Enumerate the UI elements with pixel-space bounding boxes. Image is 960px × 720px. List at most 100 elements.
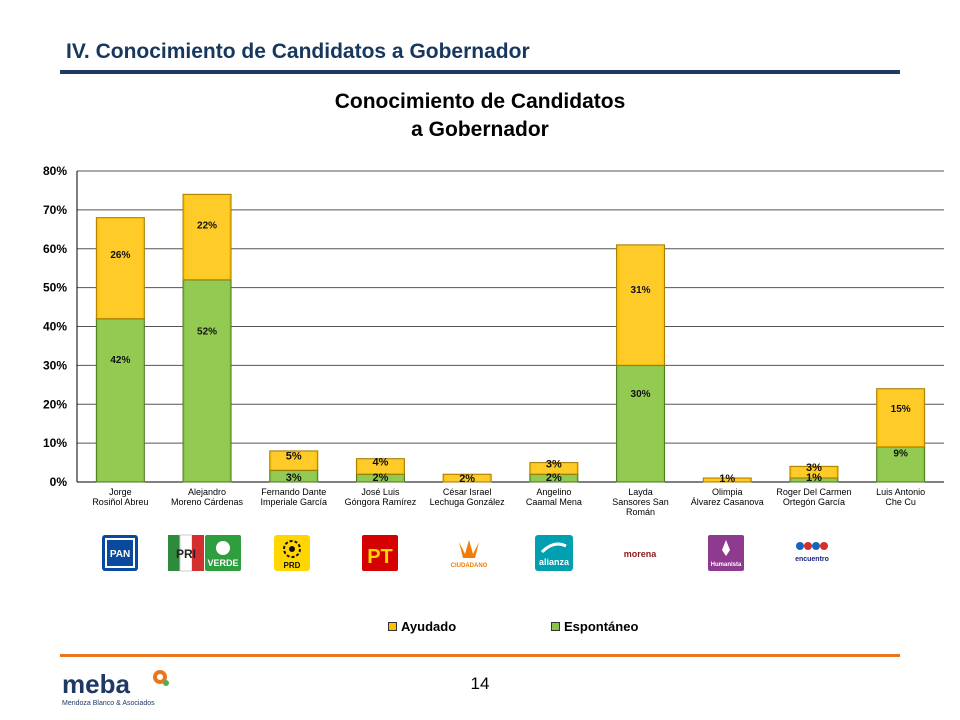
y-tick-label: 40%	[43, 320, 67, 334]
meba-logo: meba Mendoza Blanco & Asociados	[62, 669, 169, 707]
nueva-alianza-logo: alianza	[535, 535, 573, 571]
data-label-espontaneo: 3%	[286, 472, 302, 484]
bar-espontaneo-highlight	[98, 319, 143, 481]
page-number: 14	[470, 674, 490, 693]
legend-label-ayudado: Ayudado	[401, 619, 457, 634]
pri-logo: PRI	[168, 534, 204, 572]
legend-ayudado: Ayudado	[388, 619, 456, 634]
data-label-ayudado: 26%	[110, 250, 130, 261]
data-label-ayudado: 2%	[459, 473, 475, 485]
x-tick-label: Moreno Cárdenas	[171, 497, 244, 507]
humanista-logo: Humanista	[708, 535, 744, 571]
x-tick-label: Roger Del Carmen	[776, 487, 851, 497]
bar-ayudado-highlight	[445, 475, 490, 481]
data-label-ayudado: 15%	[891, 404, 911, 415]
x-tick-label: Alejandro	[188, 487, 226, 497]
svg-text:Mendoza Blanco & Asociados: Mendoza Blanco & Asociados	[62, 700, 155, 707]
movimiento-ciudadano-logo: CIUDADANO	[451, 540, 488, 569]
x-tick-label: Olimpia	[712, 487, 743, 497]
svg-text:PRI: PRI	[176, 547, 196, 561]
verde-logo: VERDE	[205, 535, 241, 571]
y-tick-label: 20%	[43, 397, 67, 411]
x-tick-label: Ortegón García	[783, 497, 845, 507]
y-tick-label: 70%	[43, 203, 67, 217]
data-label-espontaneo: 42%	[110, 355, 130, 366]
data-label-espontaneo: 9%	[893, 448, 908, 459]
data-label-espontaneo: 2%	[546, 472, 562, 484]
legend-label-espontaneo: Espontáneo	[564, 619, 639, 634]
section-title: IV. Conocimiento de Candidatos a Goberna…	[66, 40, 530, 63]
y-tick-label: 80%	[43, 164, 67, 178]
bar-espontaneo-highlight	[531, 475, 576, 481]
y-tick-label: 30%	[43, 358, 67, 372]
data-label-ayudado: 4%	[372, 456, 388, 468]
bar-espontaneo-highlight	[358, 475, 403, 481]
data-label-espontaneo: 30%	[631, 389, 651, 400]
x-tick-label: Lechuga González	[430, 497, 506, 507]
x-tick-label: Imperiale García	[260, 497, 327, 507]
y-tick-label: 50%	[43, 281, 67, 295]
x-tick-label: Layda	[628, 487, 653, 497]
bar-ayudado-highlight	[878, 389, 923, 447]
x-tick-label: Che Cu	[885, 497, 916, 507]
bar-ayudado-highlight	[705, 479, 750, 481]
svg-text:VERDE: VERDE	[207, 558, 238, 568]
svg-text:PRD: PRD	[284, 561, 301, 570]
bar-espontaneo-highlight	[791, 479, 836, 481]
legend-espontaneo: Espontáneo	[551, 619, 638, 634]
data-label-ayudado: 1%	[719, 473, 735, 485]
data-label-ayudado: 5%	[286, 451, 302, 463]
x-tick-label: Luis Antonio	[876, 487, 925, 497]
chart-title-line2: a Gobernador	[411, 118, 549, 141]
x-tick-label: Jorge	[109, 487, 132, 497]
stacked-bar-chart: 0% 10% 20% 30% 40% 50% 60% 70% 80% 42% 26% JorgeRos…	[43, 164, 944, 517]
x-tick-label: César Israel	[443, 487, 492, 497]
bar-espontaneo-highlight	[618, 366, 663, 481]
y-tick-label: 10%	[43, 436, 67, 450]
svg-text:Humanista: Humanista	[711, 562, 742, 568]
chart-title: Conocimiento de Candidatos a Gobernador	[280, 88, 680, 144]
svg-text:CIUDADANO: CIUDADANO	[451, 563, 488, 569]
bar-ayudado-highlight	[618, 245, 663, 365]
data-label-espontaneo: 2%	[372, 472, 388, 484]
data-label-ayudado: 3%	[546, 458, 562, 470]
svg-text:PT: PT	[367, 546, 393, 568]
title-divider	[60, 70, 900, 74]
data-label-ayudado: 22%	[197, 221, 217, 232]
data-label-espontaneo: 1%	[806, 472, 822, 484]
encuentro-social-logo: encuentro	[795, 542, 829, 563]
x-tick-label: Caamal Mena	[526, 497, 582, 507]
x-tick-label: Góngora Ramírez	[345, 497, 417, 507]
bar-ayudado-highlight	[358, 459, 403, 474]
bar-ayudado-highlight	[185, 195, 230, 279]
svg-text:encuentro: encuentro	[795, 556, 829, 563]
x-tick-label: Fernando Dante	[261, 487, 326, 497]
bar-ayudado-highlight	[531, 463, 576, 474]
x-tick-label: Sansores San	[612, 497, 669, 507]
morena-logo: morena	[620, 540, 660, 566]
svg-text:alianza: alianza	[539, 557, 570, 567]
x-tick-label: Román	[626, 507, 655, 517]
y-tick-label: 60%	[43, 242, 67, 256]
data-label-espontaneo: 52%	[197, 326, 217, 337]
legend-swatch-ayudado	[388, 622, 397, 631]
legend-swatch-espontaneo	[551, 622, 560, 631]
x-tick-label: José Luis	[361, 487, 400, 497]
x-tick-label: Álvarez Casanova	[691, 497, 764, 507]
chart-title-line1: Conocimiento de Candidatos	[334, 90, 626, 113]
footer-divider	[60, 654, 900, 657]
y-tick-label: 0%	[50, 475, 68, 489]
bar-ayudado-highlight	[98, 218, 143, 318]
data-label-ayudado: 31%	[631, 285, 651, 296]
pt-logo: PT	[362, 535, 398, 571]
svg-text:morena: morena	[624, 549, 658, 559]
svg-text:PAN: PAN	[110, 549, 130, 560]
bar-espontaneo-highlight	[878, 448, 923, 481]
prd-logo: PRD	[274, 535, 310, 571]
bar-espontaneo-highlight	[185, 280, 230, 481]
x-tick-label: Rosiñol Abreu	[92, 497, 148, 507]
x-tick-label: Angelino	[536, 487, 571, 497]
bar-ayudado-highlight	[271, 451, 316, 470]
bar-espontaneo-highlight	[271, 471, 316, 481]
svg-text:meba: meba	[62, 669, 130, 699]
